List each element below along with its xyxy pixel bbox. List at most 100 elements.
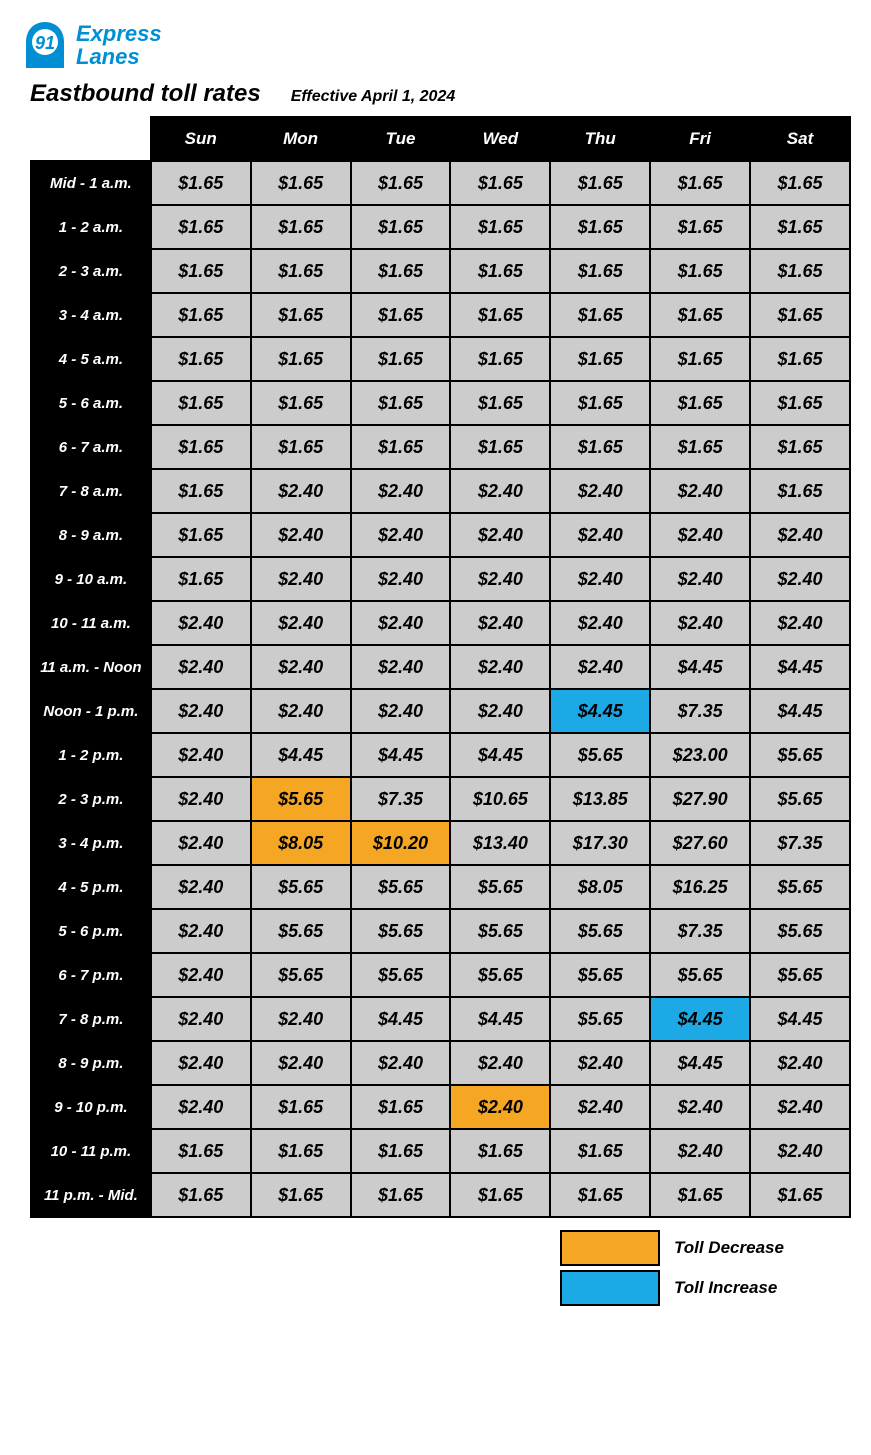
table-row: 6 - 7 p.m.$2.40$5.65$5.65$5.65$5.65$5.65… [31,953,850,997]
time-label: 6 - 7 p.m. [31,953,151,997]
toll-cell: $1.65 [650,249,750,293]
toll-cell: $1.65 [351,1085,451,1129]
toll-cell: $1.65 [450,161,550,205]
toll-cell: $8.05 [550,865,650,909]
time-label: 10 - 11 a.m. [31,601,151,645]
toll-cell: $27.60 [650,821,750,865]
toll-cell: $5.65 [251,953,351,997]
toll-cell: $1.65 [450,1129,550,1173]
toll-cell: $2.40 [750,513,850,557]
column-header: Tue [351,117,451,161]
toll-cell: $1.65 [351,1129,451,1173]
time-label: 11 a.m. - Noon [31,645,151,689]
table-row: 7 - 8 p.m.$2.40$2.40$4.45$4.45$5.65$4.45… [31,997,850,1041]
toll-cell: $1.65 [750,1173,850,1217]
time-label: 5 - 6 p.m. [31,909,151,953]
toll-cell: $4.45 [351,733,451,777]
toll-cell: $2.40 [151,1041,251,1085]
logo-line2: Lanes [76,45,162,68]
toll-cell: $2.40 [750,601,850,645]
toll-cell: $2.40 [351,469,451,513]
logo: 91 Express Lanes [20,20,851,70]
table-row: 3 - 4 p.m.$2.40$8.05$10.20$13.40$17.30$2… [31,821,850,865]
toll-cell: $10.20 [351,821,451,865]
toll-cell: $2.40 [251,601,351,645]
toll-cell: $1.65 [151,425,251,469]
toll-cell: $2.40 [550,469,650,513]
toll-cell: $1.65 [550,205,650,249]
table-row: 2 - 3 p.m.$2.40$5.65$7.35$10.65$13.85$27… [31,777,850,821]
toll-cell: $1.65 [750,469,850,513]
toll-cell: $2.40 [450,645,550,689]
toll-cell: $1.65 [750,161,850,205]
table-row: 1 - 2 a.m.$1.65$1.65$1.65$1.65$1.65$1.65… [31,205,850,249]
toll-cell: $1.65 [750,381,850,425]
toll-cell: $13.40 [450,821,550,865]
toll-cell: $1.65 [251,205,351,249]
toll-cell: $2.40 [151,777,251,821]
effective-date: Effective April 1, 2024 [291,88,456,106]
toll-cell: $5.65 [450,865,550,909]
toll-cell: $2.40 [251,645,351,689]
table-row: 1 - 2 p.m.$2.40$4.45$4.45$4.45$5.65$23.0… [31,733,850,777]
toll-cell: $1.65 [251,337,351,381]
toll-cell: $2.40 [750,1129,850,1173]
time-label: Noon - 1 p.m. [31,689,151,733]
toll-cell: $1.65 [750,205,850,249]
toll-cell: $2.40 [550,557,650,601]
toll-cell: $2.40 [351,689,451,733]
toll-cell: $1.65 [750,425,850,469]
toll-cell: $2.40 [151,1085,251,1129]
toll-cell: $23.00 [650,733,750,777]
toll-cell: $1.65 [450,293,550,337]
toll-cell: $2.40 [550,1041,650,1085]
toll-cell: $1.65 [550,337,650,381]
toll-cell: $1.65 [450,205,550,249]
toll-cell: $1.65 [251,1173,351,1217]
toll-cell: $1.65 [450,1173,550,1217]
toll-cell: $2.40 [151,601,251,645]
time-label: 4 - 5 a.m. [31,337,151,381]
toll-cell: $5.65 [750,733,850,777]
toll-cell: $2.40 [750,1041,850,1085]
toll-cell: $1.65 [151,381,251,425]
toll-cell: $2.40 [251,557,351,601]
toll-cell: $2.40 [650,513,750,557]
time-label: 9 - 10 p.m. [31,1085,151,1129]
table-row: 9 - 10 p.m.$2.40$1.65$1.65$2.40$2.40$2.4… [31,1085,850,1129]
toll-cell: $1.65 [151,1129,251,1173]
toll-cell: $5.65 [550,997,650,1041]
toll-cell: $4.45 [650,997,750,1041]
table-row: 11 a.m. - Noon$2.40$2.40$2.40$2.40$2.40$… [31,645,850,689]
table-row: 11 p.m. - Mid.$1.65$1.65$1.65$1.65$1.65$… [31,1173,850,1217]
toll-cell: $4.45 [550,689,650,733]
time-label: 5 - 6 a.m. [31,381,151,425]
column-header: Sat [750,117,850,161]
toll-cell: $1.65 [251,381,351,425]
toll-cell: $1.65 [151,557,251,601]
toll-cell: $2.40 [750,557,850,601]
table-row: 6 - 7 a.m.$1.65$1.65$1.65$1.65$1.65$1.65… [31,425,850,469]
toll-cell: $5.65 [750,909,850,953]
toll-cell: $1.65 [151,513,251,557]
toll-cell: $1.65 [351,425,451,469]
toll-cell: $1.65 [450,249,550,293]
time-label: 2 - 3 p.m. [31,777,151,821]
column-header: Wed [450,117,550,161]
svg-text:91: 91 [35,33,55,53]
toll-cell: $2.40 [450,689,550,733]
time-label: 3 - 4 a.m. [31,293,151,337]
toll-cell: $1.65 [251,425,351,469]
toll-cell: $5.65 [550,909,650,953]
toll-cell: $5.65 [750,953,850,997]
toll-cell: $2.40 [550,601,650,645]
toll-cell: $2.40 [450,469,550,513]
toll-cell: $4.45 [750,997,850,1041]
time-label: 11 p.m. - Mid. [31,1173,151,1217]
time-label: 4 - 5 p.m. [31,865,151,909]
table-row: 9 - 10 a.m.$1.65$2.40$2.40$2.40$2.40$2.4… [31,557,850,601]
toll-cell: $5.65 [450,909,550,953]
toll-cell: $1.65 [550,249,650,293]
toll-cell: $5.65 [750,865,850,909]
time-label: 10 - 11 p.m. [31,1129,151,1173]
